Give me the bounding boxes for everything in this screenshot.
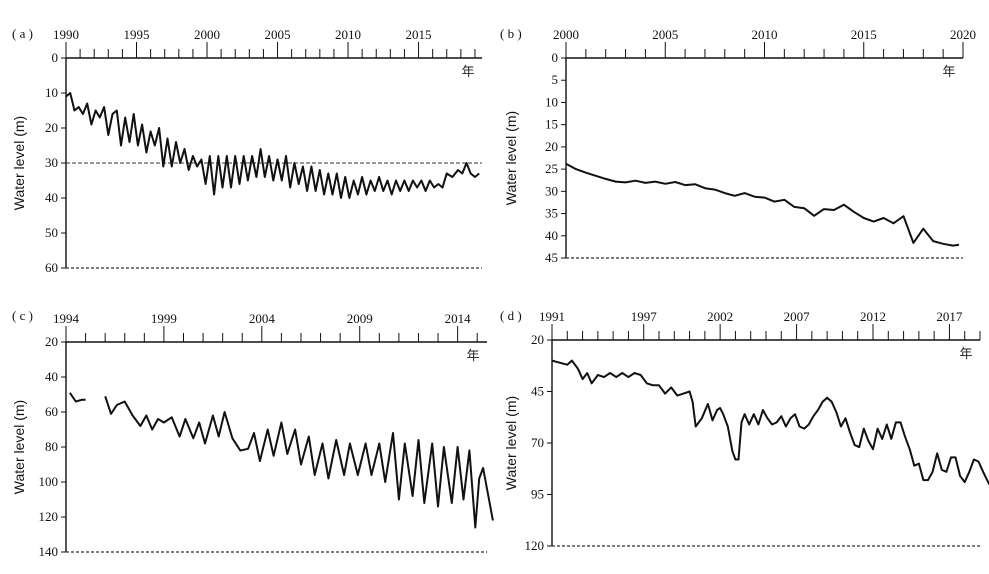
series-line: [65, 92, 480, 199]
x-unit-label: 年: [959, 347, 972, 362]
y-tick-label: 120: [39, 509, 59, 524]
y-tick-label: 20: [45, 120, 58, 135]
x-unit-label: 年: [461, 65, 474, 80]
y-axis-title: Water level (m): [11, 400, 27, 494]
y-tick-label: 0: [552, 50, 559, 65]
x-tick-label: 2010: [335, 27, 361, 42]
y-tick-label: 0: [52, 50, 59, 65]
y-tick-label: 30: [545, 183, 558, 198]
x-tick-label: 1991: [539, 309, 565, 324]
y-tick-label: 40: [45, 369, 58, 384]
panel-1: ( a ) 1990 1995 2000 2005 2010 2015 0 10 20 30 40 50…: [11, 26, 482, 275]
y-tick-label: 5: [552, 72, 559, 87]
y-tick-label: 45: [545, 250, 558, 265]
y-tick-label: 60: [45, 260, 58, 275]
y-tick-label: 40: [45, 190, 58, 205]
x-tick-label: 2015: [406, 27, 432, 42]
x-tick-label: 2009: [347, 311, 373, 326]
y-tick-label: 120: [525, 538, 545, 553]
x-tick-label: 2005: [265, 27, 291, 42]
x-tick-label: 2014: [445, 311, 472, 326]
y-tick-label: 20: [45, 334, 58, 349]
y-tick-label: 35: [545, 206, 558, 221]
y-tick-label: 80: [45, 439, 58, 454]
y-axis-title: Water level (m): [503, 111, 519, 205]
x-tick-label: 2007: [784, 309, 811, 324]
x-tick-label: 2015: [851, 27, 877, 42]
y-tick-label: 20: [531, 332, 544, 347]
x-tick-label: 2017: [936, 309, 963, 324]
panel-label: ( d ): [500, 308, 522, 323]
panel-label: ( c ): [12, 308, 33, 323]
y-tick-label: 45: [531, 384, 544, 399]
x-tick-label: 2010: [752, 27, 778, 42]
x-tick-label: 2002: [707, 309, 733, 324]
x-unit-label: 年: [466, 349, 479, 364]
x-tick-label: 1999: [151, 311, 177, 326]
y-axis-title: Water level (m): [503, 396, 519, 490]
y-tick-label: 15: [545, 117, 558, 132]
x-tick-label: 2005: [652, 27, 678, 42]
panel-3: ( c ) 1994 1999 2004 2009 2014 20 40 60 80 100 120 1…: [11, 308, 494, 559]
y-tick-label: 20: [545, 139, 558, 154]
y-tick-label: 50: [45, 225, 58, 240]
series-line: [551, 359, 989, 486]
x-tick-label: 2000: [194, 27, 220, 42]
y-tick-label: 60: [45, 404, 58, 419]
y-tick-label: 25: [545, 161, 558, 176]
panel-2: ( b ) 2000 2005 2010 2015 2020 0 5 10 15 20 25 30 35 4…: [500, 26, 976, 265]
y-tick-label: 100: [39, 474, 59, 489]
x-tick-label: 1990: [53, 27, 79, 42]
x-tick-label: 2000: [553, 27, 579, 42]
x-tick-label: 1997: [631, 309, 658, 324]
y-axis-title: Water level (m): [11, 116, 27, 210]
y-tick-label: 10: [45, 85, 58, 100]
y-tick-label: 140: [39, 544, 59, 559]
series-line: [565, 162, 960, 247]
series-line: [69, 392, 86, 403]
y-tick-label: 70: [531, 435, 544, 450]
x-tick-label: 2020: [950, 27, 976, 42]
y-tick-label: 95: [531, 487, 544, 502]
x-unit-label: 年: [942, 65, 955, 80]
panel-4: ( d ) 1991 1997 2002 2007 2012 2017 20 45 70 95 120…: [500, 308, 989, 553]
y-tick-label: 40: [545, 228, 558, 243]
y-tick-label: 30: [45, 155, 58, 170]
panel-label: ( b ): [500, 26, 522, 41]
x-tick-label: 1995: [124, 27, 150, 42]
x-tick-label: 1994: [53, 311, 80, 326]
x-tick-label: 2004: [249, 311, 276, 326]
y-tick-label: 10: [545, 94, 558, 109]
panel-label: ( a ): [12, 26, 33, 41]
series-line: [104, 395, 494, 529]
x-tick-label: 2012: [860, 309, 886, 324]
